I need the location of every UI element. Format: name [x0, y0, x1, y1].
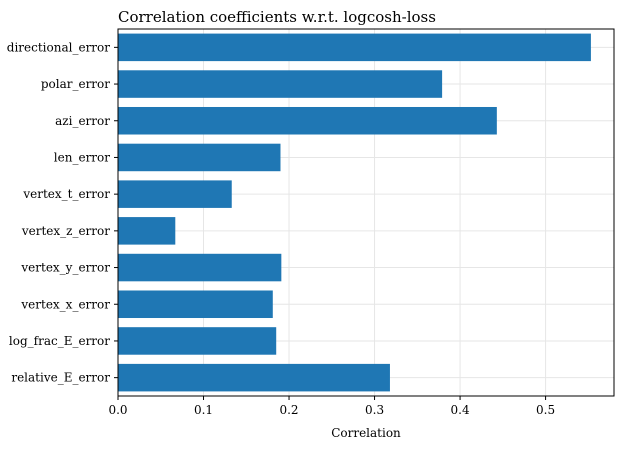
y-tick-label: vertex_t_error — [22, 187, 110, 201]
x-tick-label: 0.3 — [365, 403, 384, 417]
bar-relative_E_error — [118, 363, 390, 392]
x-tick-labels: 0.0 0.1 0.2 0.3 0.4 0.5 — [108, 396, 555, 417]
bar-vertex_y_error — [118, 253, 282, 282]
y-tick-label: log_frac_E_error — [9, 334, 110, 348]
y-tick-label: vertex_x_error — [20, 297, 110, 311]
bar-vertex_z_error — [118, 217, 176, 245]
bar-len_error — [118, 143, 281, 172]
y-tick-label: directional_error — [7, 40, 110, 54]
bar-vertex_t_error — [118, 180, 232, 208]
x-tick-label: 0.2 — [279, 403, 298, 417]
y-tick-label: polar_error — [41, 77, 110, 91]
y-tick-label: relative_E_error — [11, 371, 110, 385]
x-tick-label: 0.0 — [108, 403, 127, 417]
bar-log_frac_E_error — [118, 327, 277, 355]
y-tick-label: vertex_y_error — [20, 261, 110, 275]
x-tick-label: 0.1 — [194, 403, 213, 417]
x-tick-label: 0.5 — [536, 403, 555, 417]
x-tick-label: 0.4 — [451, 403, 470, 417]
bar-polar_error — [118, 70, 443, 98]
bar-directional_error — [118, 33, 591, 62]
y-tick-label: azi_error — [55, 114, 110, 128]
plot-frame — [117, 28, 615, 397]
y-tick-label: vertex_z_error — [21, 224, 110, 238]
bars — [118, 33, 591, 392]
chart-title: Correlation coefficients w.r.t. logcosh-… — [118, 8, 436, 26]
x-axis-label: Correlation — [331, 426, 401, 440]
y-tick-label: len_error — [54, 150, 110, 164]
y-tick-labels: directional_error polar_error azi_errorlen… — [7, 40, 118, 385]
bar-azi_error — [118, 106, 497, 135]
bar-vertex_x_error — [118, 290, 273, 319]
